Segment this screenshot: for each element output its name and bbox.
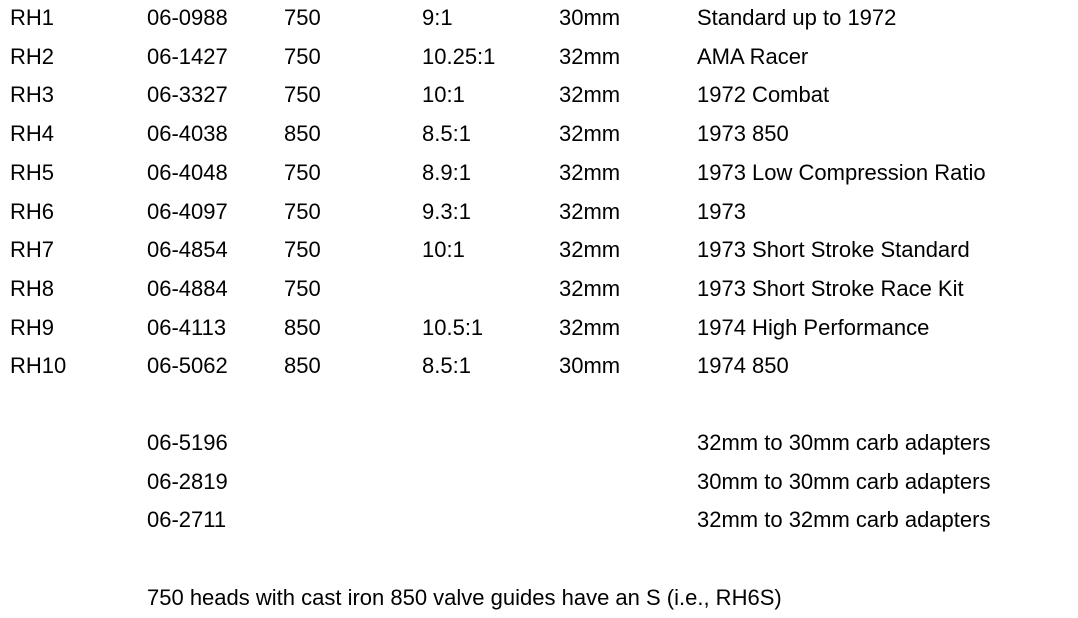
displacement: 850	[284, 353, 321, 379]
carb-size: 32mm	[559, 314, 621, 340]
description: 1973 Short Stroke Standard	[697, 237, 970, 263]
description: AMA Racer	[697, 43, 809, 69]
compression: 10:1	[422, 237, 465, 263]
description: 1973 850	[697, 121, 789, 147]
head-id: RH2	[10, 43, 55, 69]
description: 1973 Low Compression Ratio	[697, 159, 986, 185]
carb-size: 32mm	[559, 198, 621, 224]
adapter-part: 06-5196	[147, 430, 228, 455]
description: 1974 850	[697, 353, 789, 379]
head-id: RH10	[10, 353, 67, 379]
displacement: 750	[284, 43, 321, 69]
adapter-description: 32mm to 30mm carb adapters	[697, 430, 991, 455]
head-id: RH8	[10, 275, 55, 301]
head-id: RH1	[10, 5, 55, 30]
head-id: RH7	[10, 237, 55, 263]
displacement: 750	[284, 275, 321, 301]
compression: 8.9:1	[422, 159, 471, 185]
carb-size: 32mm	[559, 121, 621, 147]
carb-size: 32mm	[559, 82, 621, 108]
description: 1972 Combat	[697, 82, 830, 108]
carb-size: 32mm	[559, 275, 621, 301]
head-id: RH6	[10, 198, 55, 224]
description: 1973	[697, 198, 746, 224]
part-number: 06-4113	[147, 314, 227, 340]
adapter-description: 32mm to 32mm carb adapters	[697, 507, 991, 533]
carb-size: 30mm	[559, 5, 621, 30]
head-id: RH4	[10, 121, 55, 147]
description: 1974 High Performance	[697, 314, 930, 340]
carb-size: 32mm	[559, 159, 621, 185]
carb-size: 32mm	[559, 237, 621, 263]
part-number: 06-4097	[147, 198, 228, 224]
carb-size: 32mm	[559, 43, 621, 69]
displacement: 850	[284, 314, 321, 340]
displacement: 850	[284, 121, 321, 147]
compression: 10.25:1	[422, 43, 496, 69]
compression: 9.3:1	[422, 198, 471, 224]
displacement: 750	[284, 159, 321, 185]
head-id: RH3	[10, 82, 55, 108]
part-number: 06-5062	[147, 353, 228, 379]
compression: 8.5:1	[422, 121, 471, 147]
displacement: 750	[284, 82, 321, 108]
compression: 8.5:1	[422, 353, 471, 379]
displacement: 750	[284, 237, 321, 263]
part-number: 06-4854	[147, 237, 228, 263]
part-number: 06-4048	[147, 159, 228, 185]
head-id: RH5	[10, 159, 55, 185]
part-number: 06-4884	[147, 275, 228, 301]
compression: 10:1	[422, 82, 465, 108]
part-number: 06-3327	[147, 82, 228, 108]
carb-size: 30mm	[559, 353, 621, 379]
description: 1973 Short Stroke Race Kit	[697, 275, 964, 301]
adapter-part: 06-2819	[147, 468, 228, 494]
adapter-part: 06-2711	[147, 507, 227, 533]
footnote: 750 heads with cast iron 850 valve guide…	[147, 585, 782, 610]
part-number: 06-1427	[147, 43, 228, 69]
displacement: 750	[284, 5, 321, 30]
compression: 9:1	[422, 5, 453, 30]
head-id: RH9	[10, 314, 55, 340]
adapter-description: 30mm to 30mm carb adapters	[697, 468, 991, 494]
displacement: 750	[284, 198, 321, 224]
compression: 10.5:1	[422, 314, 484, 340]
part-number: 06-0988	[147, 5, 228, 30]
description: Standard up to 1972	[697, 5, 897, 30]
part-number: 06-4038	[147, 121, 228, 147]
